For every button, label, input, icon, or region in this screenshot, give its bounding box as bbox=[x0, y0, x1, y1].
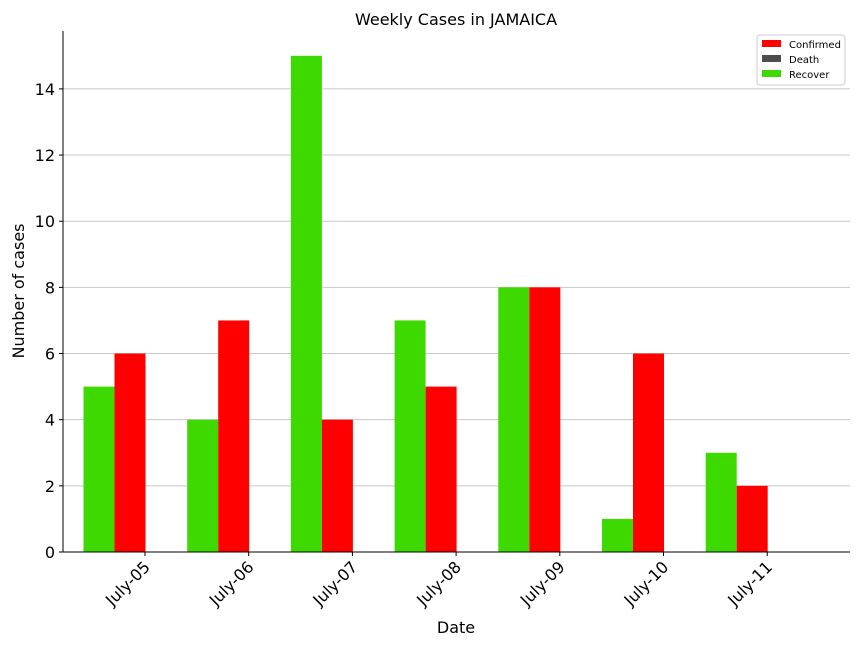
x-tick-label: July-11 bbox=[723, 557, 776, 610]
y-tick-label: 4 bbox=[45, 411, 55, 430]
legend-label-recover: Recover bbox=[789, 70, 830, 81]
x-tick-label: July-05 bbox=[101, 557, 154, 610]
y-tick-label: 14 bbox=[35, 80, 55, 99]
y-ticks: 0 2 4 6 8 10 12 14 bbox=[35, 80, 63, 562]
legend-swatch-recover bbox=[762, 70, 781, 77]
x-tick-label: July-10 bbox=[620, 557, 673, 610]
bar-confirmed bbox=[425, 386, 457, 552]
x-ticks: July-05 July-06 July-07 July-08 July-09 July-… bbox=[101, 552, 776, 610]
legend-swatch-confirmed bbox=[762, 40, 781, 47]
y-axis-label: Number of cases bbox=[9, 224, 28, 359]
legend: Confirmed Death Recover bbox=[756, 34, 846, 86]
bar-recover bbox=[290, 55, 322, 553]
y-tick-label: 8 bbox=[45, 278, 55, 297]
bar-confirmed bbox=[321, 419, 353, 552]
y-tick-label: 2 bbox=[45, 477, 55, 496]
x-tick-label: July-08 bbox=[412, 557, 465, 610]
bar-recover bbox=[705, 452, 737, 552]
bar-confirmed bbox=[633, 353, 664, 552]
x-tick-label: July-06 bbox=[205, 557, 258, 610]
bars bbox=[83, 55, 768, 553]
bar-recover bbox=[394, 320, 426, 552]
legend-label-confirmed: Confirmed bbox=[789, 40, 841, 51]
bar-confirmed bbox=[529, 287, 561, 552]
y-tick-label: 12 bbox=[35, 146, 55, 165]
y-tick-label: 10 bbox=[35, 212, 55, 231]
legend-label-death: Death bbox=[789, 55, 819, 66]
bar-recover bbox=[187, 419, 219, 552]
x-tick-label: July-07 bbox=[308, 557, 361, 610]
bar-recover bbox=[498, 287, 530, 552]
x-axis-label: Date bbox=[437, 618, 475, 637]
x-tick-label: July-09 bbox=[516, 557, 569, 610]
bar-recover bbox=[83, 386, 115, 552]
bar-confirmed bbox=[218, 320, 250, 552]
y-tick-label: 0 bbox=[45, 543, 55, 562]
chart-title: Weekly Cases in JAMAICA bbox=[355, 10, 557, 29]
bar-confirmed bbox=[736, 485, 768, 552]
y-tick-label: 6 bbox=[45, 345, 55, 364]
bar-recover bbox=[602, 518, 633, 552]
legend-swatch-death bbox=[762, 55, 781, 62]
bar-confirmed bbox=[114, 353, 146, 552]
